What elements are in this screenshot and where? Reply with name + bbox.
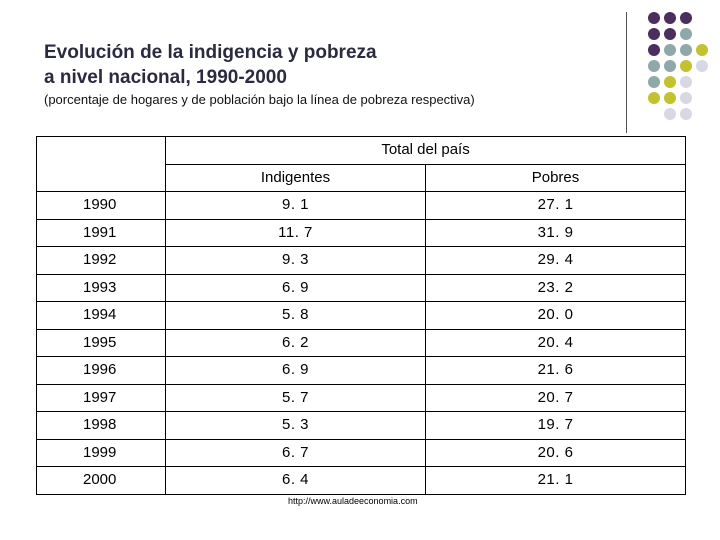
decorative-dot xyxy=(664,60,676,72)
indigentes-cell: 11. 7 xyxy=(165,218,426,247)
decorative-dot xyxy=(680,108,692,120)
indigentes-cell: 6. 4 xyxy=(165,466,426,495)
table-corner-cell xyxy=(36,136,166,192)
source-url: http://www.auladeeconomia.com xyxy=(288,496,418,506)
title-line-1: Evolución de la indigencia y pobreza xyxy=(44,42,377,63)
decorative-dot xyxy=(696,44,708,56)
decorative-dot xyxy=(680,92,692,104)
year-cell: 1991 xyxy=(36,218,166,247)
decorative-dot xyxy=(680,12,692,24)
year-cell: 1997 xyxy=(36,383,166,412)
table-row: 1990 9. 1 27. 1 xyxy=(36,191,687,220)
pobres-cell: 21. 6 xyxy=(424,356,687,385)
year-cell: 1998 xyxy=(36,411,166,440)
decorative-dot xyxy=(664,44,676,56)
poverty-table: Total del país Indigentes Pobres 1990 9. … xyxy=(36,136,687,495)
decorative-dot xyxy=(680,76,692,88)
table-row: 1999 6. 7 20. 6 xyxy=(36,438,687,467)
title-line-2: a nivel nacional, 1990-2000 xyxy=(44,67,287,88)
table-row: 1998 5. 3 19. 7 xyxy=(36,411,687,440)
decorative-dot xyxy=(648,12,660,24)
decorative-dot xyxy=(648,60,660,72)
indigentes-cell: 6. 2 xyxy=(165,328,426,357)
indigentes-cell: 5. 3 xyxy=(165,411,426,440)
indigentes-cell: 5. 7 xyxy=(165,383,426,412)
indigentes-cell: 6. 9 xyxy=(165,273,426,302)
table-row: 1993 6. 9 23. 2 xyxy=(36,273,687,302)
indigentes-cell: 6. 7 xyxy=(165,438,426,467)
decorative-dot xyxy=(664,92,676,104)
indigentes-cell: 6. 9 xyxy=(165,356,426,385)
decorative-dot xyxy=(664,76,676,88)
table-row: 1991 11. 7 31. 9 xyxy=(36,218,687,247)
decorative-dot xyxy=(680,60,692,72)
year-cell: 1990 xyxy=(36,191,166,220)
year-cell: 1994 xyxy=(36,301,166,330)
decorative-dot xyxy=(664,12,676,24)
pobres-cell: 31. 9 xyxy=(424,218,687,247)
pobres-cell: 21. 1 xyxy=(424,466,687,495)
pobres-cell: 20. 0 xyxy=(424,301,687,330)
table-row: 2000 6. 4 21. 1 xyxy=(36,466,687,495)
indigentes-cell: 9. 3 xyxy=(165,246,426,275)
year-cell: 1992 xyxy=(36,246,166,275)
table-row: 1995 6. 2 20. 4 xyxy=(36,328,687,357)
column-header-pobres: Pobres xyxy=(424,163,687,192)
pobres-cell: 20. 4 xyxy=(424,328,687,357)
table-row: 1996 6. 9 21. 6 xyxy=(36,356,687,385)
year-cell: 1993 xyxy=(36,273,166,302)
decorative-dot xyxy=(648,44,660,56)
indigentes-cell: 9. 1 xyxy=(165,191,426,220)
table-column-header-row: Indigentes Pobres xyxy=(37,163,687,192)
decorative-dot xyxy=(696,60,708,72)
table-row: 1994 5. 8 20. 0 xyxy=(36,301,687,330)
table-row: 1992 9. 3 29. 4 xyxy=(36,246,687,275)
decorative-dot xyxy=(648,28,660,40)
decorative-dot xyxy=(664,108,676,120)
pobres-cell: 23. 2 xyxy=(424,273,687,302)
slide-subtitle: (porcentaje de hogares y de población ba… xyxy=(44,92,475,107)
table-body: 1990 9. 1 27. 1 1991 11. 7 31. 9 1992 9. 3 29. 4… xyxy=(36,191,687,495)
decorative-dot xyxy=(648,76,660,88)
decorative-dot xyxy=(680,28,692,40)
decorative-divider xyxy=(626,12,627,133)
pobres-cell: 19. 7 xyxy=(424,411,687,440)
indigentes-cell: 5. 8 xyxy=(165,301,426,330)
year-cell: 1995 xyxy=(36,328,166,357)
pobres-cell: 20. 7 xyxy=(424,383,687,412)
column-header-indigentes: Indigentes xyxy=(165,163,426,192)
pobres-cell: 20. 6 xyxy=(424,438,687,467)
decorative-dot xyxy=(648,92,660,104)
year-cell: 2000 xyxy=(36,466,166,495)
year-cell: 1996 xyxy=(36,356,166,385)
year-cell: 1999 xyxy=(36,438,166,467)
decorative-dot xyxy=(680,44,692,56)
table-group-header-row: Total del país xyxy=(36,136,687,192)
table-row: 1997 5. 7 20. 7 xyxy=(36,383,687,412)
decorative-dot xyxy=(664,28,676,40)
group-header-total-pais: Total del país xyxy=(164,136,687,165)
pobres-cell: 29. 4 xyxy=(424,246,687,275)
pobres-cell: 27. 1 xyxy=(424,191,687,220)
decorative-dot-grid xyxy=(640,8,720,120)
slide-title: Evolución de la indigencia y pobreza a n… xyxy=(44,40,604,90)
